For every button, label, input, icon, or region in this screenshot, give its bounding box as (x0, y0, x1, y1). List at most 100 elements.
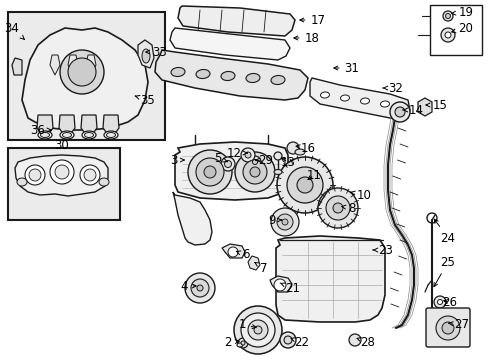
Polygon shape (222, 244, 244, 258)
Circle shape (276, 214, 292, 230)
Circle shape (273, 279, 285, 291)
Circle shape (273, 152, 282, 160)
Ellipse shape (60, 131, 74, 139)
Circle shape (241, 148, 254, 162)
Polygon shape (155, 50, 307, 100)
Ellipse shape (320, 92, 329, 98)
Circle shape (389, 102, 409, 122)
Circle shape (441, 322, 453, 334)
Circle shape (187, 150, 231, 194)
Circle shape (29, 169, 41, 181)
Ellipse shape (237, 343, 243, 347)
Text: 19: 19 (451, 5, 472, 18)
Circle shape (442, 11, 452, 21)
Text: 32: 32 (382, 81, 403, 95)
Text: 10: 10 (350, 189, 371, 202)
Text: 22: 22 (290, 336, 309, 348)
Text: 27: 27 (448, 319, 468, 332)
Ellipse shape (340, 95, 349, 101)
Circle shape (191, 279, 208, 297)
Ellipse shape (142, 49, 150, 63)
Circle shape (241, 313, 274, 347)
Circle shape (444, 32, 450, 38)
Polygon shape (22, 28, 148, 130)
Polygon shape (417, 98, 431, 116)
Ellipse shape (171, 67, 184, 77)
Polygon shape (59, 115, 75, 132)
Text: 30: 30 (55, 139, 69, 152)
Circle shape (84, 169, 96, 181)
Circle shape (184, 273, 215, 303)
Circle shape (286, 167, 323, 203)
Bar (8, 12, 164, 140)
Text: 6: 6 (236, 248, 249, 261)
Text: 5: 5 (214, 152, 227, 165)
Circle shape (284, 336, 291, 344)
Polygon shape (15, 155, 108, 196)
Ellipse shape (273, 170, 282, 175)
Circle shape (317, 188, 357, 228)
Text: 23: 23 (372, 243, 393, 257)
Polygon shape (178, 6, 294, 36)
Text: 11: 11 (306, 168, 321, 181)
Circle shape (433, 296, 445, 308)
Ellipse shape (99, 178, 109, 186)
Ellipse shape (82, 131, 96, 139)
Circle shape (296, 177, 312, 193)
Circle shape (238, 338, 247, 348)
Ellipse shape (221, 72, 235, 81)
Circle shape (394, 107, 404, 117)
Polygon shape (175, 142, 287, 200)
Circle shape (435, 316, 459, 340)
Ellipse shape (196, 69, 209, 78)
Circle shape (197, 285, 203, 291)
Polygon shape (309, 78, 409, 120)
Ellipse shape (360, 98, 369, 104)
Bar (8, 148, 120, 220)
Circle shape (68, 58, 96, 86)
Circle shape (348, 334, 360, 346)
Text: 18: 18 (293, 32, 319, 45)
Text: 31: 31 (333, 62, 359, 75)
Circle shape (243, 160, 266, 184)
Text: 33: 33 (145, 45, 167, 59)
Polygon shape (103, 115, 119, 132)
Circle shape (55, 165, 69, 179)
Ellipse shape (84, 132, 93, 138)
Ellipse shape (38, 131, 52, 139)
Ellipse shape (104, 131, 118, 139)
Circle shape (332, 203, 342, 213)
Circle shape (282, 219, 287, 225)
Text: 7: 7 (254, 261, 267, 274)
Circle shape (235, 152, 274, 192)
Text: 9: 9 (268, 213, 281, 226)
Circle shape (50, 160, 74, 184)
Circle shape (241, 341, 244, 345)
Polygon shape (138, 40, 154, 68)
Ellipse shape (294, 149, 305, 155)
Polygon shape (68, 55, 78, 75)
Text: 34: 34 (4, 22, 24, 39)
Circle shape (60, 50, 104, 94)
Circle shape (234, 306, 282, 354)
Text: 2: 2 (224, 336, 239, 348)
Text: 36: 36 (30, 123, 51, 136)
Ellipse shape (17, 178, 27, 186)
Polygon shape (86, 55, 96, 75)
Circle shape (440, 28, 454, 42)
Circle shape (325, 196, 349, 220)
Circle shape (270, 208, 298, 236)
Circle shape (247, 320, 267, 340)
Circle shape (445, 14, 449, 18)
Circle shape (437, 300, 442, 305)
Polygon shape (247, 256, 260, 270)
Ellipse shape (62, 132, 71, 138)
Polygon shape (275, 236, 384, 322)
Polygon shape (12, 58, 22, 75)
Text: 13: 13 (280, 156, 295, 168)
Text: 16: 16 (295, 141, 315, 154)
Text: 20: 20 (451, 22, 472, 35)
Circle shape (248, 156, 261, 168)
Text: 28: 28 (356, 336, 375, 348)
Circle shape (196, 158, 224, 186)
